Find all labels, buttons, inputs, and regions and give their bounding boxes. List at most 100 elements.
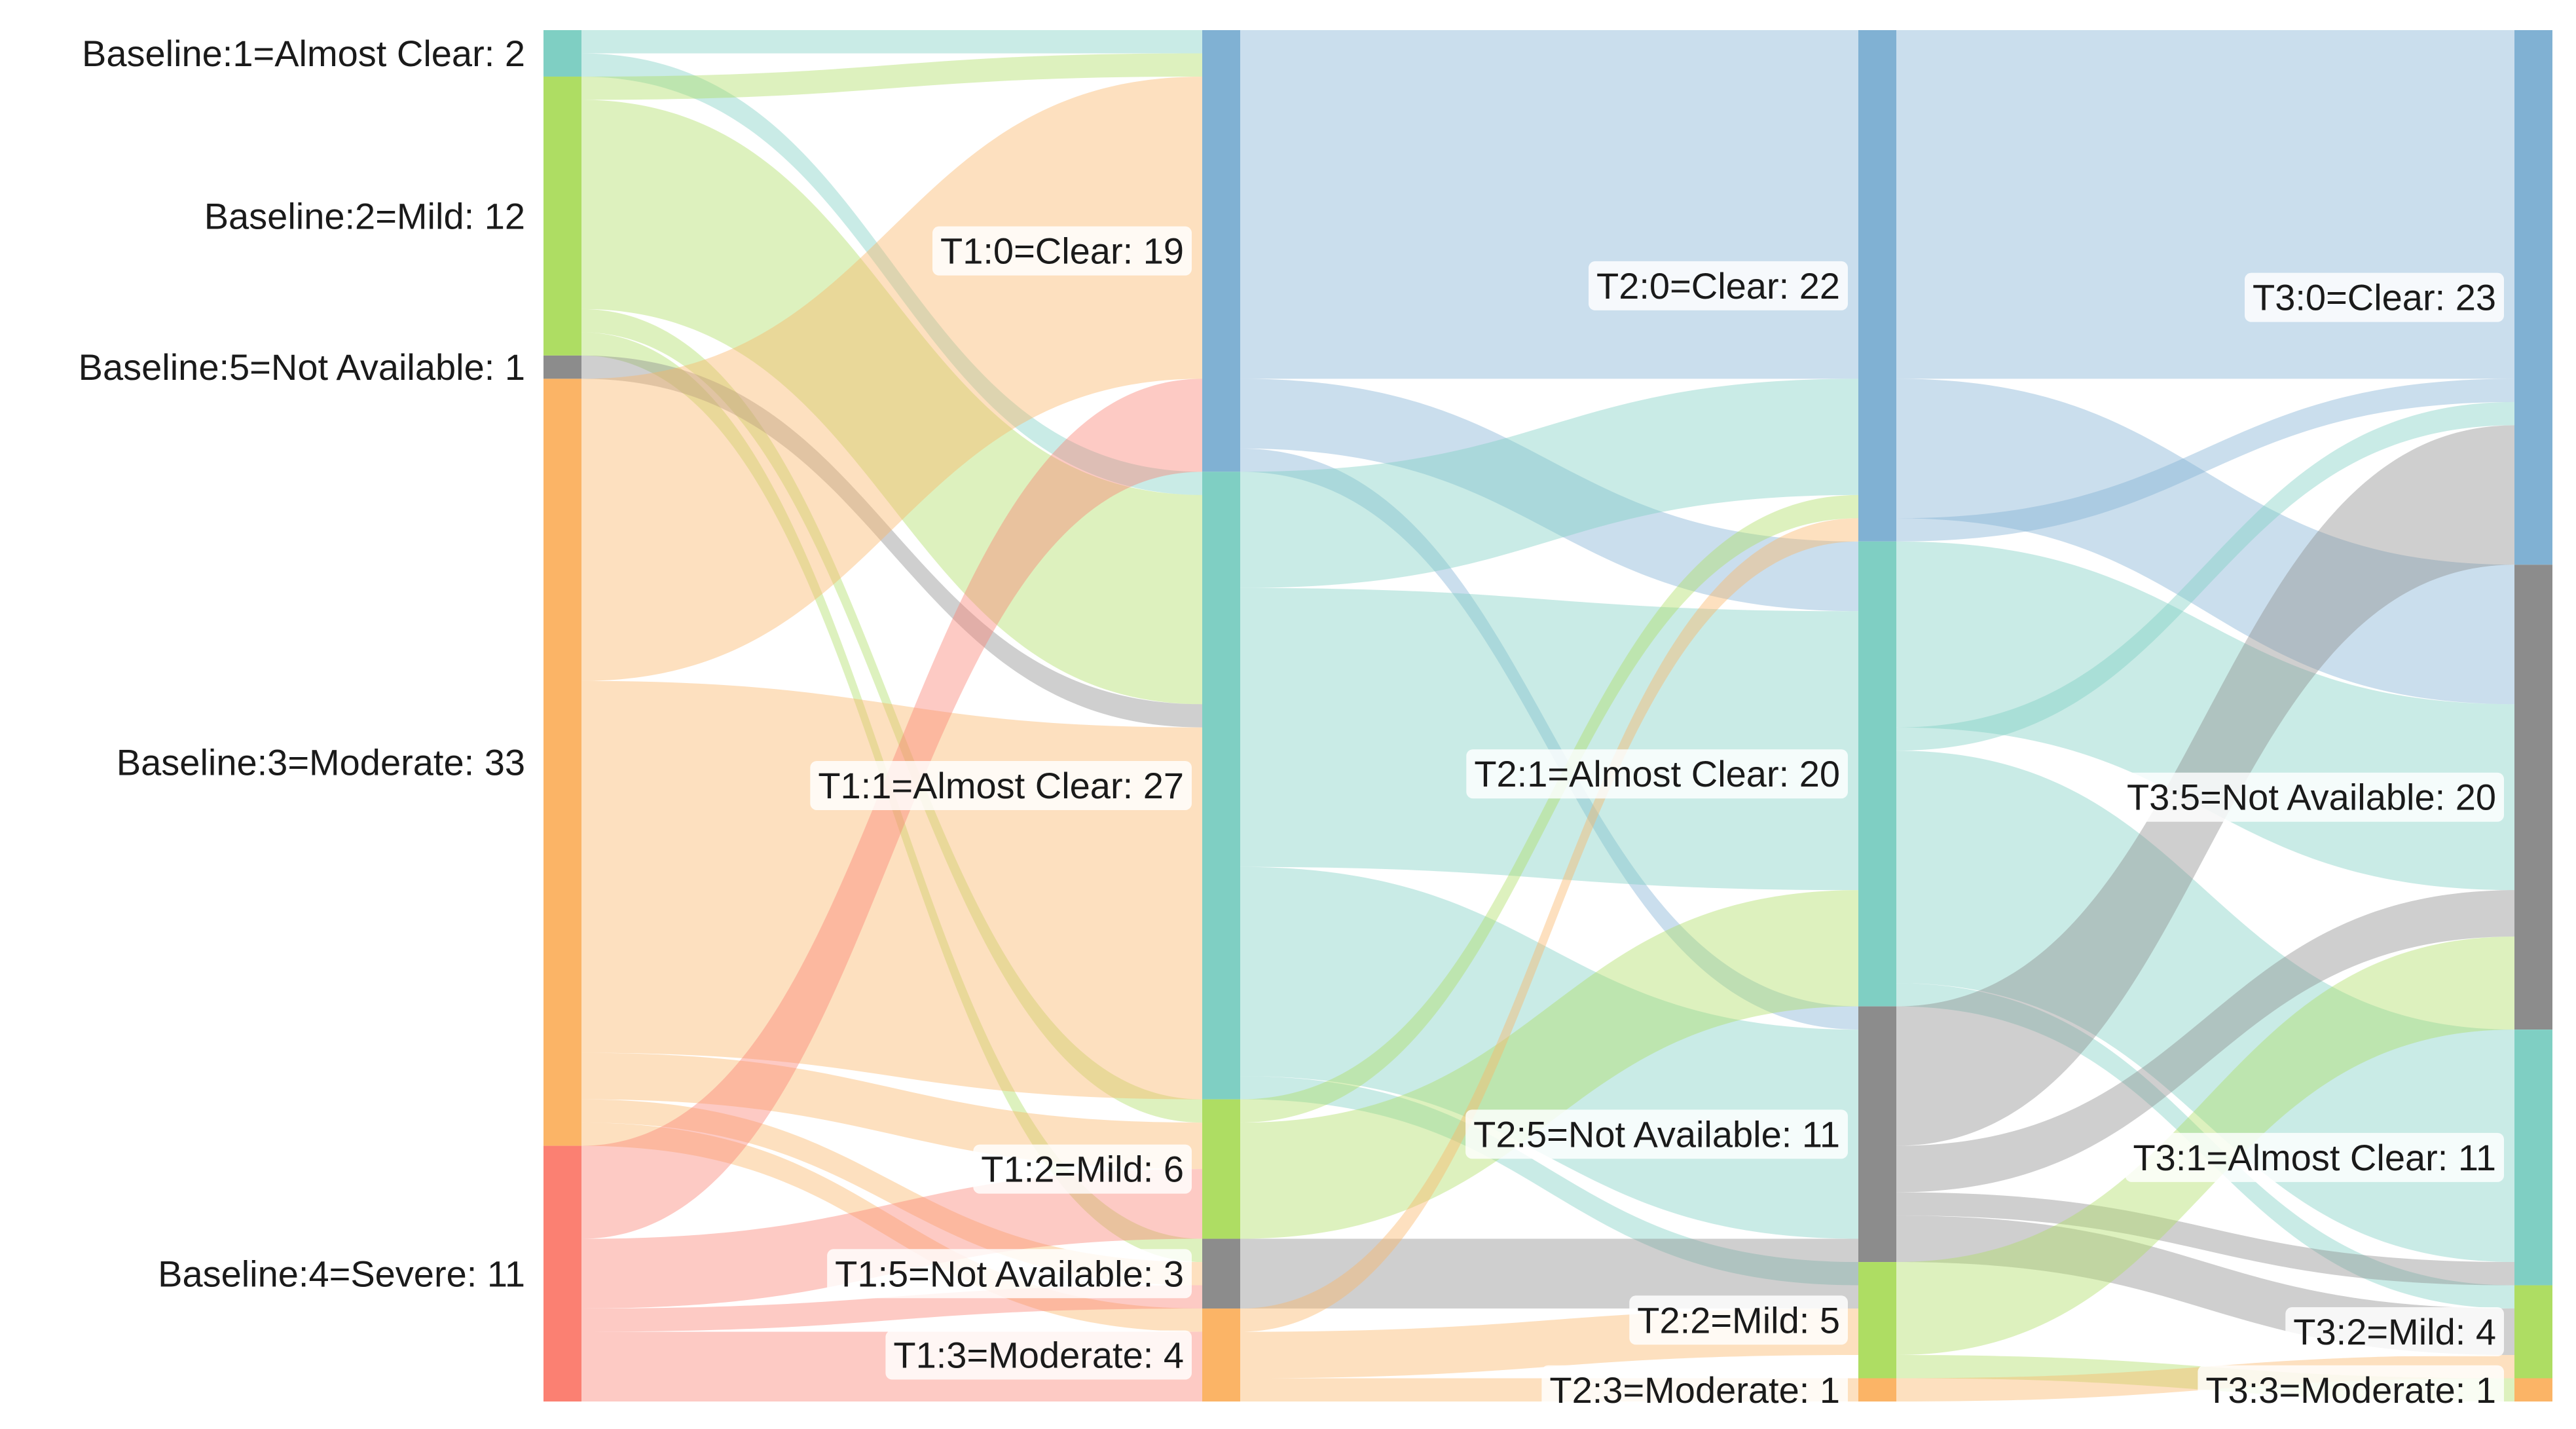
label-text-B2: Baseline:2=Mild: 12 (204, 195, 525, 236)
label-text-T1_2: T1:2=Mild: 6 (981, 1149, 1184, 1190)
label-T3_0: T3:0=Clear: 23 (2245, 272, 2504, 322)
label-bg (1466, 749, 1848, 799)
node-B3 (543, 379, 581, 1146)
label-bg (1589, 261, 1848, 310)
node-B1 (543, 30, 581, 77)
node-T3_2 (2514, 1285, 2552, 1379)
sankey-labels: Baseline:1=Almost Clear: 2 Baseline:2=Mil… (79, 33, 2504, 1415)
label-text-T2_0: T2:0=Clear: 22 (1596, 265, 1840, 306)
label-text-T3_0: T3:0=Clear: 23 (2253, 277, 2496, 318)
sankey-links (581, 30, 2514, 1401)
label-bg (1541, 1365, 1848, 1415)
label-T3_5: T3:5=Not Available: 20 (2118, 772, 2504, 822)
link-B3-to-T1_1 (581, 680, 1202, 1100)
label-B1: Baseline:1=Almost Clear: 2 (82, 33, 525, 74)
node-T1_5 (1202, 1238, 1240, 1309)
label-B3: Baseline:3=Moderate: 33 (117, 741, 525, 783)
label-text-T1_3: T1:3=Moderate: 4 (893, 1335, 1184, 1376)
label-text-T2_3: T2:3=Moderate: 1 (1549, 1369, 1840, 1411)
label-B4: Baseline:4=Severe: 11 (158, 1253, 525, 1294)
label-text-B3: Baseline:3=Moderate: 33 (117, 741, 525, 783)
link-T2_1-to-T3_0 (1896, 401, 2514, 751)
node-T2_0 (1858, 30, 1896, 542)
link-T2_0-to-T3_0 (1896, 30, 2514, 379)
label-text-B1: Baseline:1=Almost Clear: 2 (82, 33, 525, 74)
label-bg (973, 1144, 1192, 1194)
label-bg (1629, 1295, 1848, 1345)
label-T3_1: T3:1=Almost Clear: 11 (2125, 1132, 2504, 1182)
link-T1_1-to-T2_0 (1240, 379, 1858, 588)
link-T1_0-to-T2_1 (1240, 379, 1858, 612)
sankey-nodes (543, 30, 2552, 1401)
node-T2_3 (1858, 1378, 1896, 1401)
label-text-T3_1: T3:1=Almost Clear: 11 (2133, 1137, 2496, 1178)
label-bg (2245, 272, 2504, 322)
link-T1_0-to-T2_0 (1240, 30, 1858, 379)
node-T3_1 (2514, 1030, 2552, 1286)
label-bg (2118, 772, 2504, 822)
label-text-T2_2: T2:2=Mild: 5 (1637, 1299, 1840, 1341)
link-T1_0-to-T2_5 (1240, 448, 1858, 1030)
label-T2_2: T2:2=Mild: 5 (1629, 1295, 1848, 1345)
label-text-T2_5: T2:5=Not Available: 11 (1473, 1113, 1840, 1155)
label-bg (932, 226, 1192, 276)
label-text-B5: Baseline:5=Not Available: 1 (79, 346, 525, 388)
node-B4 (543, 1145, 581, 1401)
node-B5 (543, 355, 581, 379)
node-T3_3 (2514, 1378, 2552, 1401)
link-B4-to-T1_2 (581, 1169, 1202, 1309)
link-B2-to-T1_2 (581, 308, 1202, 1123)
link-B3-to-T1_2 (581, 1052, 1202, 1170)
label-T3_3: T3:3=Moderate: 1 (2198, 1365, 2504, 1415)
label-T2_5: T2:5=Not Available: 11 (1465, 1109, 1848, 1159)
label-bg (810, 760, 1192, 810)
node-T1_2 (1202, 1099, 1240, 1239)
link-T1_2-to-T2_1 (1240, 890, 1858, 1239)
label-bg (827, 1249, 1192, 1299)
node-T1_3 (1202, 1308, 1240, 1401)
link-B3-to-T1_3 (581, 1123, 1202, 1332)
label-B5: Baseline:5=Not Available: 1 (79, 346, 525, 388)
label-bg (885, 1330, 1192, 1380)
link-T1_1-to-T2_2 (1240, 1076, 1858, 1286)
link-T2_0-to-T3_5 (1896, 379, 2514, 705)
label-text-T3_5: T3:5=Not Available: 20 (2127, 777, 2496, 818)
label-text-T3_2: T3:2=Mild: 4 (2293, 1311, 2496, 1352)
link-B2-to-T1_1 (581, 100, 1202, 705)
link-B1-to-T1_0 (581, 30, 1202, 54)
link-T2_5-to-T3_5 (1896, 890, 2514, 1193)
label-T2_1: T2:1=Almost Clear: 20 (1466, 749, 1848, 799)
label-text-T3_3: T3:3=Moderate: 1 (2205, 1369, 2496, 1411)
label-T2_3: T2:3=Moderate: 1 (1541, 1365, 1848, 1415)
node-T2_2 (1858, 1262, 1896, 1379)
node-B2 (543, 76, 581, 356)
link-B3-to-T1_5 (581, 1099, 1202, 1286)
label-text-T1_5: T1:5=Not Available: 3 (835, 1253, 1184, 1294)
label-text-T1_0: T1:0=Clear: 19 (940, 231, 1184, 272)
label-T1_3: T1:3=Moderate: 4 (885, 1330, 1192, 1380)
label-bg (1465, 1109, 1848, 1159)
label-text-T2_1: T2:1=Almost Clear: 20 (1474, 753, 1840, 794)
label-text-T1_1: T1:1=Almost Clear: 27 (818, 765, 1184, 806)
node-T1_0 (1202, 30, 1240, 472)
label-bg (2198, 1365, 2504, 1415)
link-T2_0-to-T3_0 (1896, 379, 2514, 542)
node-T2_5 (1858, 1006, 1896, 1263)
label-text-B4: Baseline:4=Severe: 11 (158, 1253, 525, 1294)
label-bg (2285, 1307, 2504, 1357)
node-T3_5 (2514, 565, 2552, 1030)
label-T1_2: T1:2=Mild: 6 (973, 1144, 1192, 1194)
node-T3_0 (2514, 30, 2552, 565)
label-T1_5: T1:5=Not Available: 3 (827, 1249, 1192, 1299)
link-T2_5-to-T3_1 (1896, 1192, 2514, 1286)
link-T1_5-to-T2_5 (1240, 1238, 1858, 1286)
node-T1_1 (1202, 472, 1240, 1100)
link-B5-to-T1_1 (581, 355, 1202, 728)
label-T1_0: T1:0=Clear: 19 (932, 226, 1192, 276)
label-T2_0: T2:0=Clear: 22 (1589, 261, 1848, 310)
label-T3_2: T3:2=Mild: 4 (2285, 1307, 2504, 1357)
label-T1_1: T1:1=Almost Clear: 27 (810, 760, 1192, 810)
link-T1_1-to-T2_1 (1240, 587, 1858, 891)
link-T1_2-to-T2_0 (1240, 494, 1858, 1123)
